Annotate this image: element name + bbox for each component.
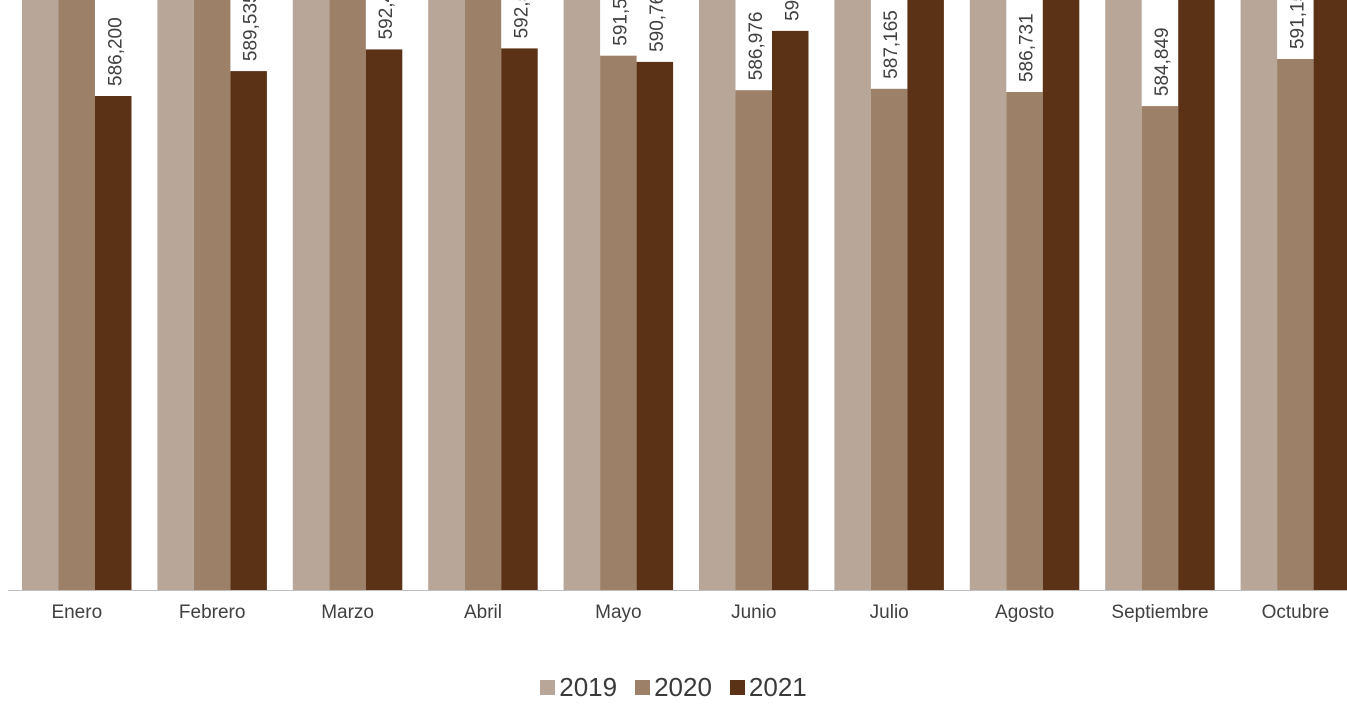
x-tick-label-enero: Enero (51, 602, 102, 623)
data-label-2021-junio: 594,915 (782, 0, 803, 21)
bar-2021-septiembre (1178, 0, 1215, 591)
bar-2021-mayo (636, 61, 674, 590)
bar-2021-enero (95, 96, 132, 590)
bar-2020-abril (464, 0, 502, 590)
bar-2019-marzo (292, 0, 330, 590)
bar-2019-abril (428, 0, 465, 590)
bar-2019-febrero (157, 0, 194, 590)
data-label-2021-enero: 586,200 (105, 17, 126, 86)
x-tick-label-marzo: Marzo (321, 602, 374, 623)
bar-2021-febrero (230, 71, 267, 591)
legend-label-2019: 2019 (559, 672, 618, 702)
x-tick-label-mayo: Mayo (595, 602, 641, 623)
bar-2019-mayo (563, 0, 601, 590)
x-tick-label-julio: Julio (870, 602, 909, 623)
chart-legend: 2019 2020 2021 (0, 672, 1347, 703)
data-label-2020-junio: 586,976 (746, 12, 767, 81)
bar-2019-octubre (1240, 0, 1278, 590)
legend-label-2020: 2020 (654, 672, 712, 702)
data-label-2021-mayo: 590,768 (647, 0, 668, 52)
legend-item-2021: 2021 (729, 672, 807, 703)
bar-2020-enero (58, 0, 95, 590)
x-tick-label-agosto: Agosto (995, 602, 1054, 623)
bar-2021-junio (772, 30, 809, 590)
legend-item-2020: 2020 (635, 672, 712, 703)
bar-2021-julio (907, 0, 944, 590)
data-label-2020-mayo: 591,591 (610, 0, 631, 46)
data-label-2020-agosto: 586,731 (1017, 13, 1038, 82)
bar-2021-marzo (365, 49, 403, 590)
bar-2020-febrero (193, 0, 231, 590)
bar-2020-octubre (1277, 59, 1314, 590)
x-tick-label-junio: Junio (731, 602, 776, 623)
data-label-2021-marzo: 592,445 (376, 0, 397, 39)
data-label-2020-octubre: 591,153 (1287, 0, 1308, 49)
legend-swatch-2019 (540, 680, 556, 695)
x-tick-label-febrero: Febrero (179, 602, 246, 623)
bar-2020-agosto (1006, 92, 1043, 590)
legend-label-2021: 2021 (748, 672, 807, 702)
data-label-2021-febrero: 589,535 (241, 0, 262, 61)
legend-swatch-2020 (635, 680, 651, 695)
bar-chart: 623,811627,504586,200Enero624,718628,017… (8, 0, 1347, 623)
bar-2019-septiembre (1105, 0, 1142, 590)
bar-2020-marzo (329, 0, 366, 591)
bar-2019-julio (834, 0, 871, 591)
bar-2020-julio (870, 88, 908, 591)
bar-2020-junio (735, 90, 772, 590)
x-tick-label-abril: Abril (464, 602, 502, 623)
data-label-2020-julio: 587,165 (881, 10, 902, 79)
bar-2019-junio (699, 0, 736, 590)
data-label-2021-abril: 592,577 (512, 0, 533, 38)
x-tick-label-octubre: Octubre (1262, 602, 1330, 623)
bar-2020-septiembre (1141, 106, 1179, 590)
legend-swatch-2021 (729, 680, 745, 695)
bar-2019-agosto (969, 0, 1007, 591)
bar-2019-enero (22, 0, 59, 591)
bar-2020-mayo (600, 55, 637, 590)
bar-2021-octubre (1313, 0, 1347, 590)
bar-2021-abril (501, 48, 538, 590)
bar-2021-agosto (1042, 0, 1080, 590)
x-tick-label-septiembre: Septiembre (1111, 602, 1208, 623)
data-label-2020-septiembre: 584,849 (1152, 27, 1173, 96)
legend-item-2019: 2019 (540, 672, 617, 703)
